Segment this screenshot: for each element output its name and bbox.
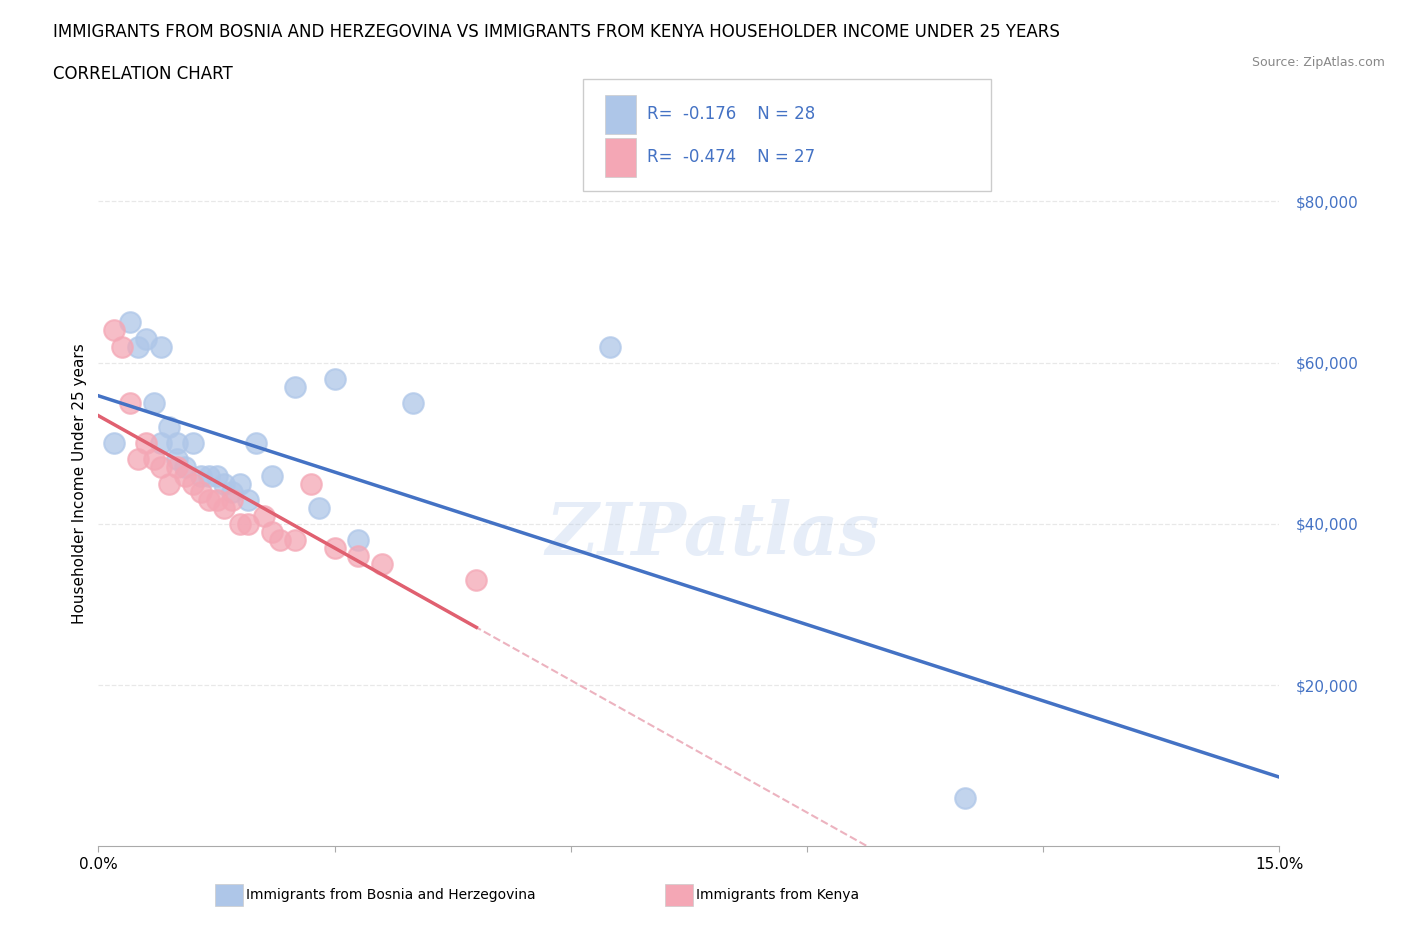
Point [190, 485, 212, 499]
Point [308, 500, 330, 515]
Point [323, 540, 346, 555]
Point [221, 492, 243, 507]
Point [236, 516, 259, 531]
Point [135, 436, 157, 451]
Point [166, 460, 188, 475]
Point [284, 533, 307, 548]
Point [103, 436, 125, 451]
Point [347, 533, 370, 548]
Point [253, 509, 276, 524]
Point [214, 476, 236, 491]
Point [142, 395, 165, 410]
Point [197, 468, 219, 483]
Point [150, 339, 173, 354]
Point [229, 476, 252, 491]
Point [127, 339, 149, 354]
Point [347, 549, 370, 564]
Point [953, 790, 976, 805]
Text: Source: ZipAtlas.com: Source: ZipAtlas.com [1251, 56, 1385, 69]
Point [118, 395, 141, 410]
Point [166, 436, 188, 451]
Point [135, 331, 157, 346]
Point [157, 419, 180, 434]
Point [260, 468, 283, 483]
Point [157, 476, 180, 491]
Point [174, 460, 197, 475]
Point [103, 323, 125, 338]
Point [205, 468, 228, 483]
Point [402, 395, 425, 410]
Point [150, 436, 173, 451]
Point [236, 492, 259, 507]
Point [150, 460, 173, 475]
Point [229, 516, 252, 531]
Point [221, 485, 243, 499]
Point [245, 436, 267, 451]
Text: R=  -0.474    N = 27: R= -0.474 N = 27 [647, 148, 815, 166]
Point [260, 525, 283, 539]
Point [284, 379, 307, 394]
Point [323, 371, 346, 386]
Text: IMMIGRANTS FROM BOSNIA AND HERZEGOVINA VS IMMIGRANTS FROM KENYA HOUSEHOLDER INCO: IMMIGRANTS FROM BOSNIA AND HERZEGOVINA V… [53, 23, 1060, 41]
Point [142, 452, 165, 467]
Text: Immigrants from Kenya: Immigrants from Kenya [696, 887, 859, 902]
Text: R=  -0.176    N = 28: R= -0.176 N = 28 [647, 105, 815, 124]
Point [127, 452, 149, 467]
Point [181, 436, 204, 451]
Point [181, 476, 204, 491]
Point [371, 557, 394, 572]
Point [174, 468, 197, 483]
Point [599, 339, 621, 354]
Text: ZIPatlas: ZIPatlas [546, 498, 880, 570]
Point [197, 492, 219, 507]
Text: Immigrants from Bosnia and Herzegovina: Immigrants from Bosnia and Herzegovina [246, 887, 536, 902]
Point [299, 476, 322, 491]
Point [214, 500, 236, 515]
Point [205, 492, 228, 507]
Point [111, 339, 134, 354]
Point [269, 533, 291, 548]
Text: CORRELATION CHART: CORRELATION CHART [53, 65, 233, 83]
Y-axis label: Householder Income Under 25 years: Householder Income Under 25 years [72, 343, 87, 624]
Point [465, 573, 488, 588]
Point [166, 452, 188, 467]
Point [190, 468, 212, 483]
Point [118, 315, 141, 330]
